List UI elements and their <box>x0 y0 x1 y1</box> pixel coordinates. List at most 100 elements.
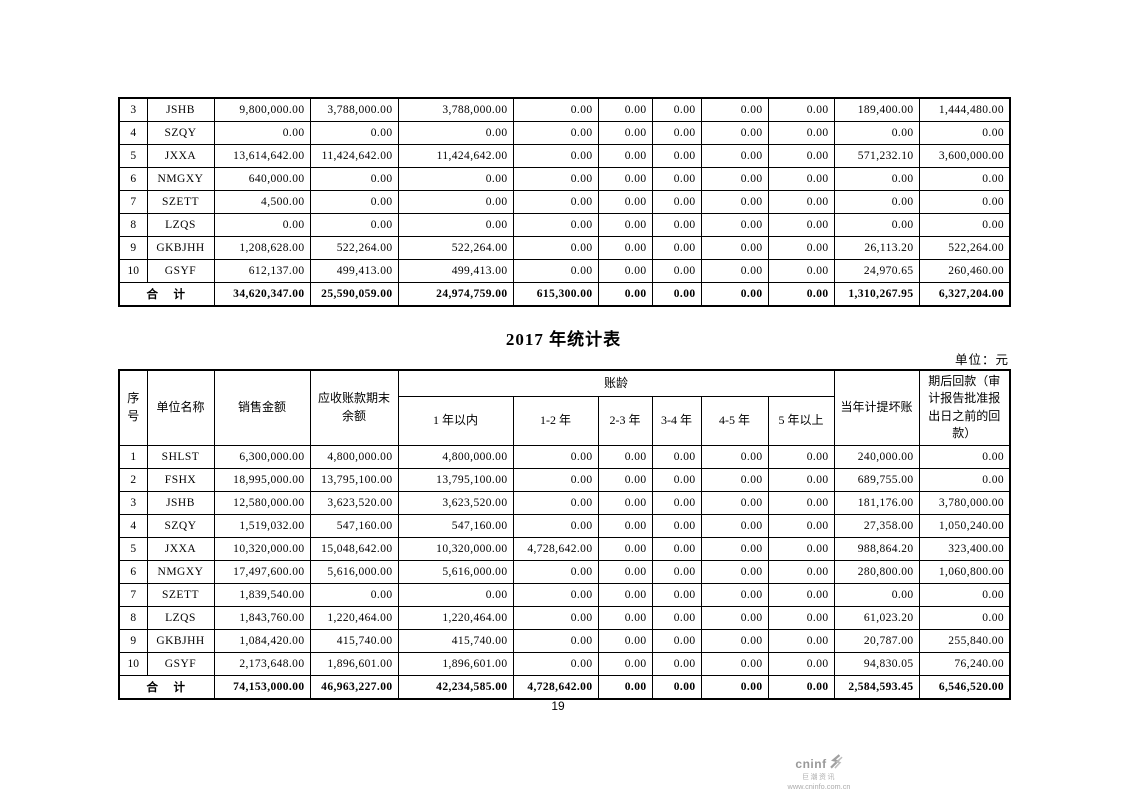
value-cell: 0.00 <box>651 213 702 237</box>
value-cell: 522,264.00 <box>309 236 399 260</box>
table-row: 10 GSYF 612,137.00 499,413.00 499,413.00 0.00… <box>118 259 1011 283</box>
value-cell: 0.00 <box>700 651 769 676</box>
value-cell: 189,400.00 <box>833 97 920 122</box>
cninfo-logo-subtitle: 巨潮资讯 <box>802 774 836 781</box>
page-number: 19 <box>551 699 565 713</box>
value-cell: 10,320,000.00 <box>213 536 311 561</box>
value-cell: 0.00 <box>512 605 599 630</box>
header-aging-1-2y: 1-2 年 <box>512 396 599 446</box>
header-row-1: 序号 单位名称 销售金额 应收账款期末余额 账龄 当年计提坏账 期后回款（审计报… <box>118 369 1011 446</box>
value-cell: 0.00 <box>700 490 769 515</box>
value-cell: 0.00 <box>918 167 1011 191</box>
value-cell: 9,800,000.00 <box>213 97 311 122</box>
value-cell: 0.00 <box>651 236 702 260</box>
value-cell: 0.00 <box>597 144 653 168</box>
value-cell: 0.00 <box>597 236 653 260</box>
total-value-cell: 74,153,000.00 <box>213 674 311 700</box>
value-cell: 18,995,000.00 <box>213 467 311 492</box>
value-cell: 0.00 <box>651 259 702 283</box>
row-number-cell: 2 <box>118 467 148 492</box>
value-cell: 0.00 <box>512 213 599 237</box>
header-row-2: 1 年以内 1-2 年 2-3 年 3-4 年 4-5 年 5 年以上 <box>119 396 1010 446</box>
value-cell: 0.00 <box>597 628 653 653</box>
value-cell: 0.00 <box>700 467 769 492</box>
cninfo-logo-icon <box>828 754 843 773</box>
value-cell: 0.00 <box>651 628 702 653</box>
header-aging-4-5y: 4-5 年 <box>700 396 769 446</box>
value-cell: 0.00 <box>918 121 1011 145</box>
value-cell: 1,220,464.00 <box>309 605 399 630</box>
row-number-cell: 4 <box>118 513 148 538</box>
value-cell: 5,616,000.00 <box>397 559 514 584</box>
value-cell: 689,755.00 <box>833 467 920 492</box>
unit-name-cell: NMGXY <box>146 167 215 191</box>
value-cell: 612,137.00 <box>213 259 311 283</box>
value-cell: 0.00 <box>597 190 653 214</box>
value-cell: 17,497,600.00 <box>213 559 311 584</box>
value-cell: 0.00 <box>213 213 311 237</box>
total-label-cell: 合 计 <box>118 282 215 307</box>
value-cell: 0.00 <box>767 651 835 676</box>
table-2017-title: 2017 年统计表 <box>505 330 622 349</box>
row-number-cell: 7 <box>118 190 148 214</box>
value-cell: 0.00 <box>512 236 599 260</box>
value-cell: 0.00 <box>397 190 514 214</box>
total-row: 合 计 74,153,000.00 46,963,227.00 42,234,585.… <box>118 674 1011 700</box>
value-cell: 15,048,642.00 <box>309 536 399 561</box>
total-value-cell: 0.00 <box>767 282 835 307</box>
header-unit-name: 单位名称 <box>146 369 215 446</box>
table-row: 2 FSHX 18,995,000.00 13,795,100.00 13,795,10… <box>118 467 1011 492</box>
value-cell: 5,616,000.00 <box>309 559 399 584</box>
value-cell: 0.00 <box>512 121 599 145</box>
header-row-number: 序号 <box>118 369 148 446</box>
value-cell: 4,500.00 <box>213 190 311 214</box>
table-row: 9 GKBJHH 1,084,420.00 415,740.00 415,740.00 0… <box>118 628 1011 653</box>
total-value-cell: 34,620,347.00 <box>213 282 311 307</box>
unit-label: 单位：元 <box>954 353 1009 367</box>
value-cell: 0.00 <box>700 236 769 260</box>
value-cell: 0.00 <box>597 167 653 191</box>
value-cell: 11,424,642.00 <box>397 144 514 168</box>
total-value-cell: 24,974,759.00 <box>397 282 514 307</box>
value-cell: 94,830.05 <box>833 651 920 676</box>
row-number-cell: 5 <box>118 536 148 561</box>
value-cell: 499,413.00 <box>309 259 399 283</box>
value-cell: 0.00 <box>512 190 599 214</box>
value-cell: 415,740.00 <box>397 628 514 653</box>
value-cell: 323,400.00 <box>918 536 1011 561</box>
unit-name-cell: GKBJHH <box>146 236 215 260</box>
value-cell: 0.00 <box>651 651 702 676</box>
value-cell: 0.00 <box>651 144 702 168</box>
row-number-cell: 5 <box>118 144 148 168</box>
row-number-cell: 9 <box>118 236 148 260</box>
value-cell: 0.00 <box>651 605 702 630</box>
header-aging-3-4y: 3-4 年 <box>651 396 702 446</box>
value-cell: 0.00 <box>767 213 835 237</box>
value-cell: 0.00 <box>700 213 769 237</box>
value-cell: 0.00 <box>309 213 399 237</box>
unit-name-cell: LZQS <box>146 213 215 237</box>
value-cell: 0.00 <box>767 121 835 145</box>
total-value-cell: 0.00 <box>700 282 769 307</box>
value-cell: 0.00 <box>767 628 835 653</box>
value-cell: 0.00 <box>597 605 653 630</box>
row-number-cell: 8 <box>118 213 148 237</box>
table-row: 8 LZQS 1,843,760.00 1,220,464.00 1,220,464.0… <box>118 605 1011 630</box>
value-cell: 0.00 <box>309 190 399 214</box>
value-cell: 0.00 <box>651 559 702 584</box>
unit-name-cell: JXXA <box>146 536 215 561</box>
total-value-cell: 46,963,227.00 <box>309 674 399 700</box>
value-cell: 76,240.00 <box>918 651 1011 676</box>
header-sales-amount: 销售金额 <box>213 369 311 446</box>
value-cell: 0.00 <box>700 536 769 561</box>
value-cell: 640,000.00 <box>213 167 311 191</box>
unit-name-cell: JSHB <box>146 490 215 515</box>
total-value-cell: 0.00 <box>597 674 653 700</box>
value-cell: 2,173,648.00 <box>213 651 311 676</box>
value-cell: 522,264.00 <box>918 236 1011 260</box>
value-cell: 0.00 <box>767 582 835 607</box>
unit-name-cell: JSHB <box>146 97 215 122</box>
table-row: 8 LZQS 0.00 0.00 0.00 0.00 0.00 0.00 0.00 0.00 0.0… <box>118 213 1011 237</box>
value-cell: 0.00 <box>512 144 599 168</box>
header-aging-over-5y: 5 年以上 <box>767 396 835 446</box>
